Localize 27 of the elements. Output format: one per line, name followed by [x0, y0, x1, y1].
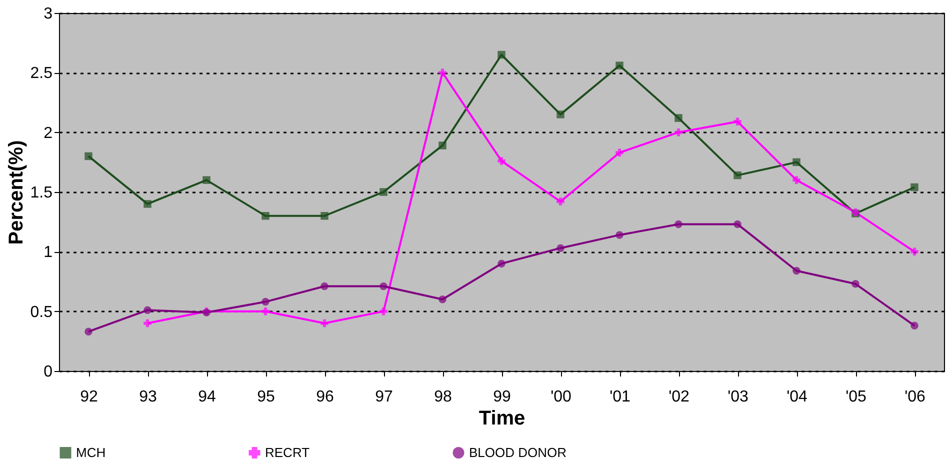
x-tick-label: '02 — [668, 388, 690, 406]
y-tick-label: 1 — [44, 244, 53, 262]
x-tick-label: '01 — [610, 388, 631, 406]
legend-label: MCH — [76, 444, 106, 460]
x-tick-label: '04 — [786, 388, 808, 406]
x-tick-label: '00 — [550, 388, 572, 406]
x-tick-label: 96 — [316, 388, 334, 406]
y-tick-label: 0 — [44, 364, 53, 380]
x-tick-label: 95 — [257, 388, 275, 406]
y-tick-label: 2.5 — [30, 65, 53, 82]
y-axis-title: Percent(%) — [5, 140, 28, 245]
legend-label: RECRT — [265, 444, 310, 460]
x-tick-label: '03 — [728, 388, 749, 406]
x-axis-title: Time — [478, 408, 526, 430]
x-tick-label: 92 — [80, 388, 98, 406]
x-tick-label: '05 — [846, 388, 867, 406]
x-tick-label: 98 — [434, 388, 452, 406]
y-tick-label: 1.5 — [30, 184, 53, 202]
legend-label: BLOOD DONOR — [469, 444, 567, 460]
x-tick-label: 99 — [493, 388, 511, 406]
x-tick-label: 93 — [139, 388, 157, 406]
x-tick-label: '06 — [904, 388, 926, 406]
y-tick-label: 2 — [44, 124, 53, 142]
x-tick-label: 94 — [198, 388, 216, 406]
y-tick-label: 3 — [44, 6, 53, 22]
x-tick-label: 97 — [375, 388, 393, 406]
y-tick-label: 0.5 — [30, 304, 53, 321]
